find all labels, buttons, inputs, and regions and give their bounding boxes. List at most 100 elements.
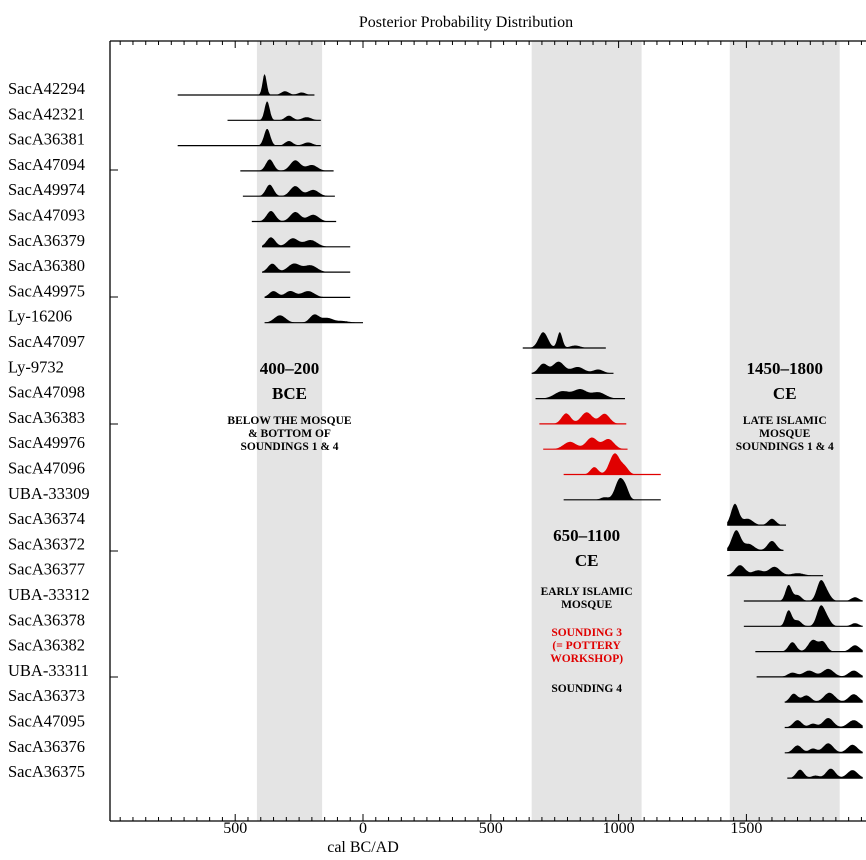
density-area — [543, 437, 628, 450]
density-area — [227, 101, 321, 121]
distribution-UBA-33312 — [743, 580, 863, 602]
density-area — [787, 768, 863, 779]
period-note: SOUNDINGS 1 & 4 — [736, 441, 834, 453]
sample-labels: SacA42294 SacA42321 SacA36381 SacA47094 SacA… — [8, 79, 90, 781]
distribution-UBA-33311 — [756, 668, 863, 678]
x-tick-label: 1000 — [603, 820, 635, 837]
x-tick-label: 500 — [479, 820, 503, 837]
distribution-SacA36383 — [539, 412, 627, 425]
sample-label: Ly-9732 — [8, 357, 64, 376]
sample-label: SacA36383 — [8, 408, 85, 427]
distribution-SacA36381 — [177, 129, 321, 147]
sample-label: SacA36379 — [8, 231, 85, 250]
distribution-SacA47098 — [535, 389, 625, 400]
chart-title: Posterior Probability Distribution — [359, 14, 573, 31]
density-area — [563, 477, 661, 500]
distribution-SacA47097 — [522, 332, 606, 349]
sample-label: UBA-33312 — [8, 585, 90, 604]
density-area — [262, 237, 351, 247]
distribution-SacA42321 — [227, 101, 321, 121]
sample-label: SacA36373 — [8, 686, 85, 705]
x-tick-label: 0 — [359, 820, 367, 837]
density-area — [262, 263, 351, 273]
sample-label: SacA49976 — [8, 433, 85, 452]
sample-label: SacA47094 — [8, 155, 85, 174]
sample-label: SacA47097 — [8, 332, 85, 351]
period-note: SOUNDING 4 — [551, 683, 622, 695]
distribution-SacA47096 — [563, 453, 661, 476]
density-area — [727, 530, 784, 551]
density-area — [755, 639, 863, 652]
distribution-SacA47093 — [251, 211, 337, 223]
distribution-SacA36374 — [727, 503, 787, 526]
x-tick-label: 1500 — [730, 820, 762, 837]
density-area — [522, 332, 606, 348]
density-area — [177, 74, 315, 95]
sample-label: UBA-33311 — [8, 661, 89, 680]
distribution-SacA36378 — [743, 605, 863, 627]
distribution-SacA47094 — [240, 159, 334, 172]
sample-label: UBA-33309 — [8, 484, 90, 503]
density-area — [756, 668, 863, 677]
distribution-SacA47095 — [784, 718, 863, 729]
period-bands — [256, 41, 840, 821]
distribution-SacA49975 — [264, 291, 351, 298]
density-area — [531, 361, 614, 374]
period-note: WORKSHOP) — [550, 653, 623, 665]
distribution-Ly-9732 — [531, 361, 614, 374]
plot-frame — [109, 40, 866, 822]
period-note: BELOW THE MOSQUE — [227, 415, 352, 427]
sample-label: SacA36378 — [8, 610, 85, 629]
x-axis-ticks: 500 0 500 1000 1500 — [223, 820, 762, 837]
sample-label: SacA36380 — [8, 256, 85, 275]
sample-label: SacA36374 — [8, 509, 85, 528]
sample-label: SacA36377 — [8, 560, 85, 579]
density-area — [242, 184, 335, 197]
period-note: MOSQUE — [561, 599, 612, 611]
distribution-SacA36382 — [755, 639, 863, 653]
sample-label: SacA47096 — [8, 459, 85, 478]
distribution-SacA36379 — [262, 237, 351, 248]
sample-label: SacA36372 — [8, 534, 85, 553]
sample-label: SacA49974 — [8, 180, 85, 199]
distribution-SacA36373 — [784, 692, 863, 703]
sample-label: SacA42294 — [8, 79, 85, 98]
density-area — [784, 743, 863, 753]
period-era: CE — [575, 551, 599, 570]
sample-label: Ly-16206 — [8, 307, 72, 326]
sample-label: SacA49975 — [8, 281, 85, 300]
distribution-SacA49974 — [242, 184, 335, 197]
density-area — [539, 412, 627, 424]
sample-label: SacA47095 — [8, 712, 85, 731]
period-era: BCE — [272, 384, 307, 403]
sample-label: SacA36381 — [8, 130, 85, 149]
density-area — [727, 565, 824, 576]
sample-label: SacA36375 — [8, 762, 85, 781]
x-tick-label: 500 — [223, 820, 247, 837]
period-band-3 — [729, 41, 840, 821]
period-note: SOUNDING 3 — [551, 627, 622, 639]
period-note: SOUNDINGS 1 & 4 — [240, 441, 338, 453]
density-area — [535, 389, 625, 399]
distribution-SacA36376 — [784, 743, 863, 754]
sample-label: SacA47098 — [8, 383, 85, 402]
sample-label: SacA47093 — [8, 206, 85, 225]
density-area — [264, 314, 363, 323]
sample-label: SacA42321 — [8, 104, 85, 123]
period-era: CE — [773, 384, 797, 403]
period-note: MOSQUE — [759, 428, 810, 440]
density-area — [563, 453, 661, 475]
sample-label: SacA36382 — [8, 636, 85, 655]
distributions — [177, 74, 863, 779]
x-axis-label: cal BC/AD — [327, 839, 399, 856]
period-note: LATE ISLAMIC — [743, 415, 827, 427]
distribution-Ly-16206 — [264, 314, 363, 324]
density-area — [727, 503, 786, 526]
density-area — [177, 129, 321, 146]
period-heading: 400–200 — [260, 359, 320, 378]
distribution-SacA36372 — [727, 530, 784, 552]
period-heading: 1450–1800 — [746, 359, 823, 378]
distribution-SacA49976 — [543, 437, 628, 450]
period-note: (= POTTERY — [552, 640, 621, 652]
density-area — [251, 211, 337, 222]
